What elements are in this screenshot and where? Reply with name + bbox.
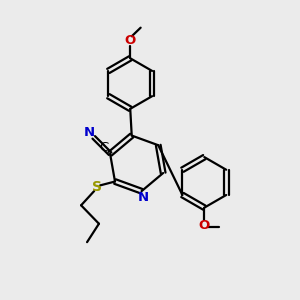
Text: O: O xyxy=(199,219,210,232)
Text: N: N xyxy=(84,126,95,140)
Text: C: C xyxy=(99,141,108,154)
Text: N: N xyxy=(138,191,149,204)
Text: O: O xyxy=(124,34,136,47)
Text: S: S xyxy=(92,180,102,194)
